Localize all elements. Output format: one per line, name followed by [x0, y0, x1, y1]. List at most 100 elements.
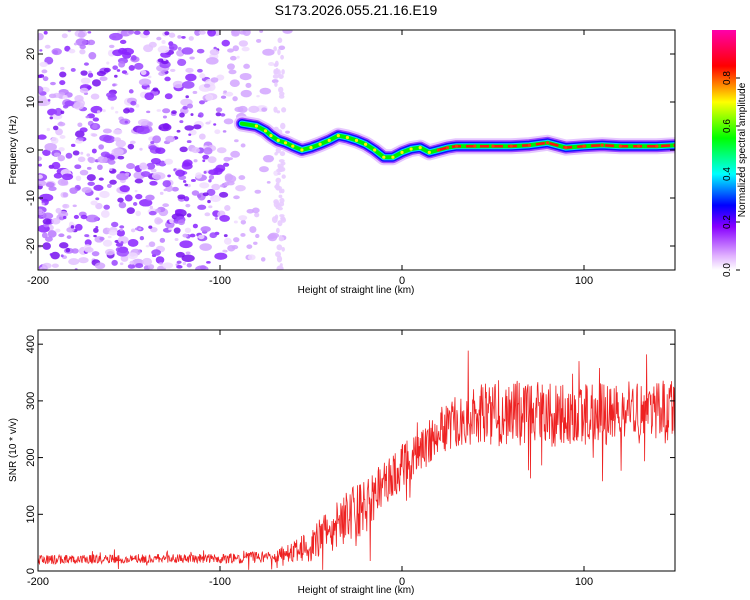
noise-blob	[44, 44, 51, 49]
track-peak	[391, 155, 395, 159]
noise-blob	[275, 251, 281, 258]
noise-blob	[155, 147, 166, 154]
noise-blob	[114, 74, 118, 78]
noise-blob	[127, 239, 139, 247]
noise-blob	[207, 156, 217, 164]
noise-blob	[111, 148, 124, 156]
noise-blob	[46, 127, 51, 132]
noise-blob	[230, 150, 241, 158]
track-peak	[283, 141, 288, 145]
noise-blob	[91, 148, 97, 154]
spectrogram-noise-blobs	[38, 30, 293, 270]
noise-blob	[87, 156, 94, 163]
noise-blob	[277, 69, 281, 76]
noise-blob	[176, 129, 181, 133]
noise-blob	[248, 105, 260, 113]
snr-y-tick-label: 0	[25, 568, 37, 574]
snr-frame	[37, 329, 676, 572]
noise-blob	[185, 95, 189, 99]
noise-blob	[274, 82, 278, 87]
noise-blob	[109, 168, 113, 172]
spectrogram-y-tick-label: 10	[25, 96, 37, 108]
noise-blob	[128, 30, 135, 35]
noise-blob	[233, 237, 240, 243]
noise-blob	[199, 243, 212, 251]
noise-blob	[198, 100, 205, 105]
noise-blob	[169, 68, 176, 73]
noise-blob	[106, 227, 110, 231]
noise-blob	[220, 113, 226, 117]
noise-blob	[204, 212, 211, 217]
noise-blob	[162, 108, 171, 114]
noise-blob	[110, 106, 115, 110]
noise-blob	[148, 41, 157, 48]
noise-blob	[278, 234, 283, 241]
noise-blob	[50, 137, 59, 145]
noise-blob	[192, 90, 198, 95]
spectrogram-y-tick-label: 0	[25, 147, 37, 153]
noise-blob	[62, 203, 70, 209]
noise-blob	[171, 186, 179, 192]
noise-blob	[53, 172, 63, 179]
noise-blob	[124, 194, 133, 202]
noise-blob	[195, 265, 209, 270]
noise-blob	[261, 107, 268, 112]
snr-series-line	[38, 350, 675, 570]
noise-blob	[216, 147, 227, 154]
noise-blob	[191, 147, 200, 154]
noise-blob	[272, 74, 279, 79]
noise-blob	[153, 174, 161, 180]
noise-blob	[172, 80, 184, 89]
noise-blob	[95, 202, 103, 210]
track-peak	[327, 138, 331, 142]
noise-blob	[285, 130, 290, 134]
spectrogram-x-tick-label: -100	[209, 275, 231, 287]
noise-blob	[189, 233, 196, 238]
spectrogram-y-axis: -20 -10 0 10 20	[25, 48, 675, 254]
snr-panel: -200 -100 0 100 0 100 200 300 400 Height of str…	[8, 329, 676, 596]
noise-blob	[276, 255, 283, 263]
noise-blob	[186, 263, 192, 268]
noise-blob	[202, 192, 209, 197]
noise-blob	[208, 205, 213, 209]
noise-blob	[197, 204, 207, 210]
noise-blob	[203, 170, 207, 174]
noise-blob	[78, 257, 89, 264]
noise-blob	[174, 209, 183, 214]
noise-blob	[50, 81, 56, 86]
noise-blob	[135, 263, 144, 269]
track-peak	[354, 138, 359, 142]
noise-blob	[78, 137, 84, 141]
noise-blob	[276, 185, 283, 191]
noise-blob	[279, 151, 286, 157]
noise-blob	[139, 236, 145, 241]
noise-blob	[86, 85, 92, 90]
noise-blob	[205, 121, 211, 125]
track-peak	[276, 138, 280, 142]
noise-blob	[62, 105, 69, 109]
noise-blob	[199, 182, 210, 189]
noise-blob	[109, 179, 117, 185]
noise-blob	[281, 107, 287, 113]
noise-blob	[96, 70, 106, 77]
noise-blob	[126, 163, 136, 170]
noise-blob	[125, 172, 130, 176]
noise-blob	[230, 30, 236, 34]
noise-blob	[186, 140, 192, 144]
noise-blob	[42, 150, 47, 154]
noise-blob	[162, 203, 170, 208]
noise-blob	[228, 69, 237, 75]
noise-blob	[185, 203, 191, 208]
snr-y-label: SNR (10 * v/v)	[8, 418, 19, 482]
noise-blob	[273, 69, 277, 75]
noise-blob	[64, 45, 71, 52]
noise-blob	[85, 214, 99, 223]
noise-blob	[179, 120, 184, 124]
noise-blob	[249, 226, 257, 233]
noise-blob	[193, 124, 202, 130]
noise-blob	[175, 169, 186, 177]
noise-blob	[117, 197, 124, 203]
noise-blob	[44, 142, 57, 151]
noise-blob	[100, 151, 110, 158]
noise-blob	[148, 225, 153, 229]
